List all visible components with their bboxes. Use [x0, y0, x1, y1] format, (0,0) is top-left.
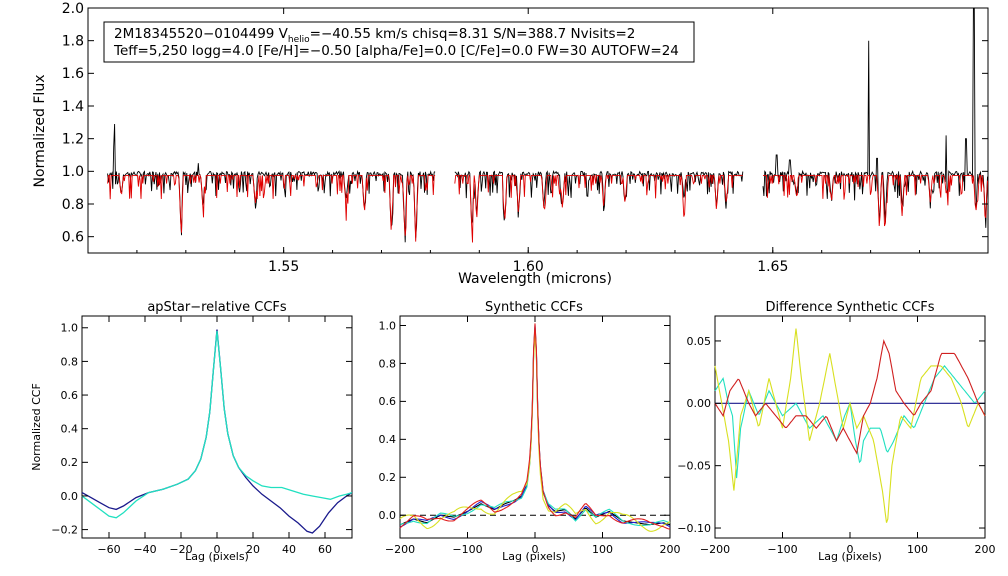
spectrum-annotation-line2: Teff=5,250 logg=4.0 [Fe/H]=−0.50 [alpha/… — [113, 43, 679, 59]
apstar-ccf-x-tick-label: 20 — [246, 543, 260, 556]
spectrum-axes: 1.55 1.60 1.65 0.6 0.8 1.0 1.2 1.4 1.6 1.8 2.0 — [62, 1, 988, 275]
difference-ccf-y-tick-label: 0.05 — [687, 335, 712, 348]
difference-ccf-x-axis-label: Lag (pixels) — [818, 550, 882, 563]
apstar-ccf-x-tick-label: −40 — [133, 543, 156, 556]
apstar-ccf-frame — [81, 315, 353, 539]
apstar-ccf-title: apStar−relative CCFs — [147, 300, 287, 315]
spectrum-annotation-line1: 2M18345520−0104499 Vhelio=−40.55 km/s ch… — [114, 26, 635, 45]
apstar-ccf-x-tick-label: 40 — [282, 543, 296, 556]
spectrum-y-tick-label: 0.6 — [62, 230, 84, 246]
synthetic-ccf-plot-area — [399, 323, 671, 532]
spectrum-model-line-chip-3 — [763, 174, 988, 227]
spectrum-plot-area — [107, 7, 988, 243]
spectrum-observed-line-chip-1 — [107, 123, 436, 243]
spectrum-model-line-chip-2 — [454, 174, 743, 243]
synthetic-ccf-x-tick-label: 0 — [532, 543, 539, 556]
difference-ccf-x-tick-label: −100 — [767, 543, 797, 556]
spectrum-y-tick-label: 1.8 — [62, 34, 84, 50]
spectrum-annotation-box — [103, 21, 695, 63]
spectrum-observed-line-chip-2 — [454, 169, 744, 224]
synthetic-ccf-yellow-line — [399, 332, 671, 532]
spectrum-y-tick-label: 1.2 — [62, 132, 84, 148]
synthetic-ccf-title: Synthetic CCFs — [485, 300, 583, 315]
spectrum-y-axis-label: Normalized Flux — [32, 75, 48, 188]
difference-ccf-x-tick-label: 200 — [975, 543, 996, 556]
spectrum-y-tick-label: 1.4 — [62, 99, 84, 115]
synthetic-ccf-y-tick-label: 0.0 — [379, 509, 397, 522]
apstar-ccf-y-tick-label: 0.6 — [61, 389, 79, 402]
apstar-ccf-visit-2-line — [81, 331, 353, 519]
difference-ccf-y-tick-label: −0.05 — [677, 460, 711, 473]
annotation-velocity-subscript: helio — [288, 35, 310, 45]
apstar-ccf-y-tick-label: 0.8 — [61, 355, 79, 368]
apstar-ccf-y-tick-label: 0.4 — [61, 423, 79, 436]
difference-ccf-axes: −200 −100 0 100 200 −0.10 −0.05 0.00 0.05 — [677, 316, 996, 556]
synthetic-ccf-x-tick-label: −200 — [385, 543, 415, 556]
spectrum-x-tick-label: 1.60 — [513, 259, 544, 275]
spectrum-x-tick-label: 1.55 — [268, 259, 299, 275]
difference-ccf-plot-area — [714, 328, 986, 523]
apstar-ccf-axes: −60 −40 −20 0 20 40 60 −0.2 0.0 0.2 0.4 0.6 0.8 1.0 — [51, 316, 352, 556]
synthetic-ccf-cyan-line — [399, 328, 671, 526]
apstar-ccf-y-tick-label: 0.2 — [61, 456, 79, 469]
synthetic-ccf-x-axis-label: Lag (pixels) — [502, 550, 566, 563]
synthetic-ccf-y-tick-label: 0.2 — [379, 471, 397, 484]
spectrum-y-tick-label: 0.8 — [62, 197, 84, 213]
synthetic-ccf-x-tick-label: 200 — [660, 543, 681, 556]
difference-ccf-title: Difference Synthetic CCFs — [765, 300, 934, 315]
apstar-ccf-x-tick-label: −20 — [169, 543, 192, 556]
apstar-ccf-y-tick-label: 1.0 — [61, 322, 79, 335]
synthetic-ccf-red-line — [399, 323, 671, 530]
difference-ccf-x-tick-label: 100 — [907, 543, 928, 556]
synthetic-ccf-y-tick-label: 0.8 — [379, 357, 397, 370]
apstar-ccf-panel: apStar−relative CCFs −60 −40 −20 0 20 40 60 −0.… — [30, 300, 353, 563]
spectrum-y-tick-label: 1.6 — [62, 66, 84, 82]
apstar-ccf-visit-1-line — [81, 329, 353, 534]
synthetic-ccf-axes: −200 −100 0 100 200 0.0 0.2 0.4 0.6 0.8 1.0 — [379, 316, 681, 556]
synthetic-ccf-black-line — [399, 327, 671, 526]
difference-ccf-x-tick-label: 0 — [847, 543, 854, 556]
apstar-ccf-x-tick-label: 60 — [318, 543, 332, 556]
spectrum-model-line-chip-1 — [107, 173, 436, 242]
spectrum-x-tick-label: 1.65 — [757, 259, 788, 275]
synthetic-ccf-x-tick-label: −100 — [452, 543, 482, 556]
apstar-ccf-x-tick-label: −60 — [97, 543, 120, 556]
spectrum-observed-line-chip-3 — [762, 7, 988, 228]
spectrum-x-axis-label: Wavelength (microns) — [458, 271, 612, 287]
spectrum-frame — [87, 7, 989, 254]
annotation-star-id: 2M18345520−0104499 V — [114, 26, 289, 42]
synthetic-ccf-frame — [399, 315, 671, 539]
difference-ccf-frame — [714, 315, 986, 539]
difference-ccf-red-line — [714, 338, 986, 455]
difference-ccf-y-tick-label: 0.00 — [687, 397, 712, 410]
apstar-ccf-y-tick-label: 0.0 — [61, 490, 79, 503]
difference-ccf-y-tick-label: −0.10 — [677, 522, 711, 535]
annotation-velocity-stats: =−40.55 km/s chisq=8.31 S/N=388.7 Nvisit… — [310, 26, 636, 42]
apstar-ccf-plot-area — [81, 329, 353, 534]
apstar-ccf-x-tick-label: 0 — [214, 543, 221, 556]
synthetic-ccf-y-tick-label: 1.0 — [379, 319, 397, 332]
spectrum-panel: 1.55 1.60 1.65 0.6 0.8 1.0 1.2 1.4 1.6 1.8 2.0 2M1… — [32, 1, 989, 287]
apstar-ccf-y-axis-label: Normalized CCF — [30, 383, 43, 471]
synthetic-ccf-panel: Synthetic CCFs −200 −100 0 100 200 0.0 0.2 0.4 0… — [379, 300, 681, 563]
spectrum-y-tick-label: 1.0 — [62, 164, 84, 180]
synthetic-ccf-blue-line — [399, 325, 671, 528]
synthetic-ccf-x-tick-label: 100 — [592, 543, 613, 556]
difference-ccf-panel: Difference Synthetic CCFs −200 −100 0 100 20… — [677, 300, 995, 563]
apstar-ccf-y-tick-label: −0.2 — [51, 523, 78, 536]
synthetic-ccf-y-tick-label: 0.6 — [379, 395, 397, 408]
synthetic-ccf-y-tick-label: 0.4 — [379, 433, 397, 446]
spectrum-y-tick-label: 2.0 — [62, 1, 84, 17]
apstar-ccf-x-axis-label: Lag (pixels) — [185, 550, 249, 563]
difference-ccf-x-tick-label: −200 — [700, 543, 730, 556]
difference-ccf-cyan-line — [714, 365, 986, 479]
difference-ccf-yellow-line — [714, 328, 986, 523]
